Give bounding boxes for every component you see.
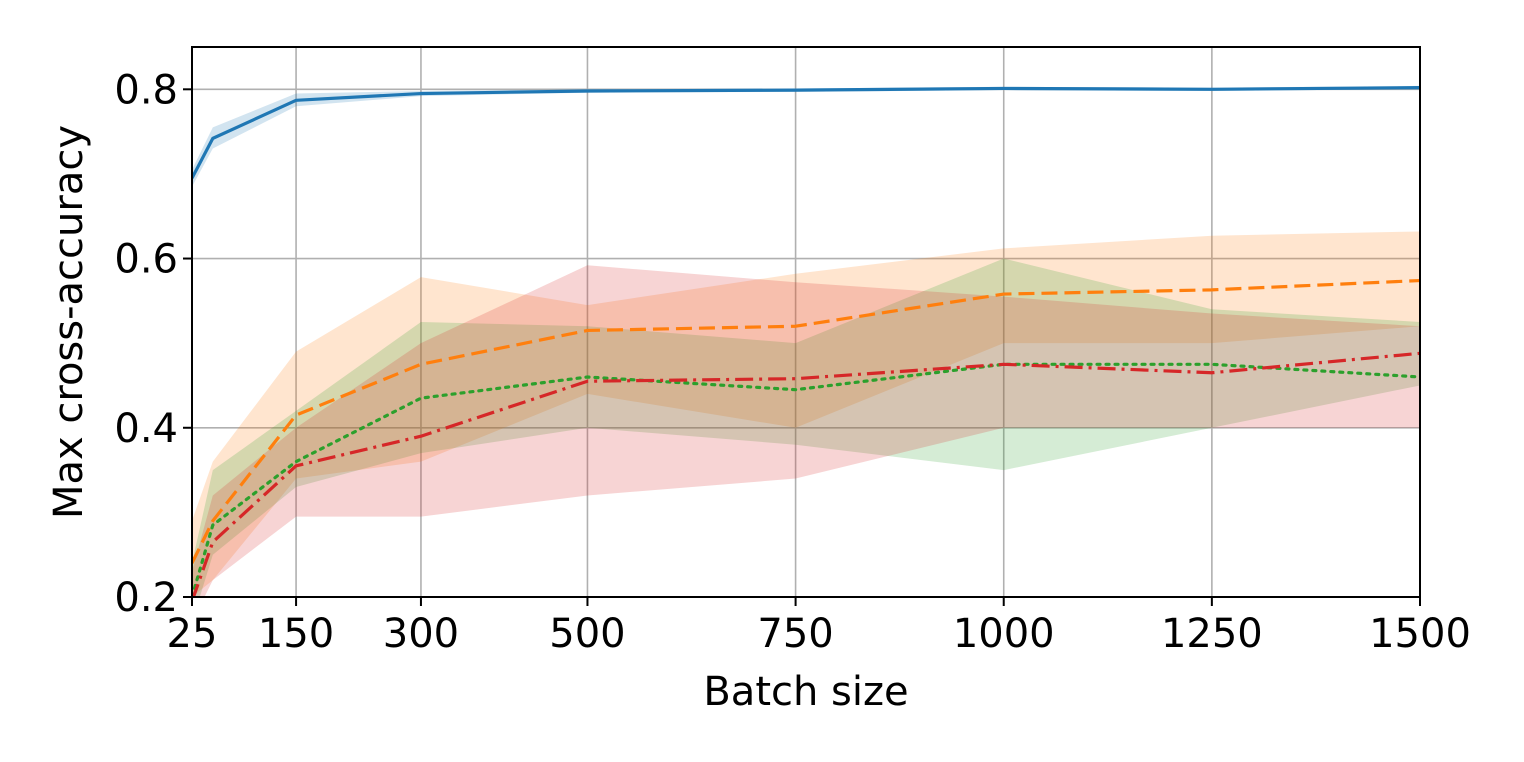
x-tick-label: 300 xyxy=(383,611,459,657)
series-0-band xyxy=(192,85,1420,187)
y-tick-label: 0.8 xyxy=(114,67,178,113)
series-3-line xyxy=(192,351,1420,597)
series-2-band xyxy=(192,258,1420,597)
x-tick-label: 500 xyxy=(549,611,625,657)
y-tick-label: 0.2 xyxy=(114,575,178,621)
series-2-line xyxy=(192,362,1420,597)
confidence-bands xyxy=(192,85,1420,597)
plot-frame xyxy=(191,46,1421,598)
y-tick-label: 0.6 xyxy=(114,237,178,283)
y-axis-label: Max cross-accuracy xyxy=(46,125,92,519)
y-tick-label: 0.4 xyxy=(114,406,178,452)
series-1-line xyxy=(192,278,1420,564)
x-tick-label: 1250 xyxy=(1161,611,1263,657)
x-tick-label: 25 xyxy=(167,611,218,657)
x-tick-label: 1500 xyxy=(1369,611,1471,657)
x-tick-label: 750 xyxy=(757,611,833,657)
series-0-line xyxy=(192,86,1420,179)
x-axis-label: Batch size xyxy=(703,669,908,715)
series-1-band xyxy=(192,231,1420,597)
x-tick-label: 1000 xyxy=(953,611,1055,657)
x-axis-ticks: 25 150 300 500 750 1000 1250 1500 xyxy=(167,597,1471,657)
series-lines xyxy=(192,86,1420,597)
x-tick-label: 150 xyxy=(258,611,334,657)
y-axis-ticks: 0.2 0.4 0.6 0.8 xyxy=(114,67,192,621)
